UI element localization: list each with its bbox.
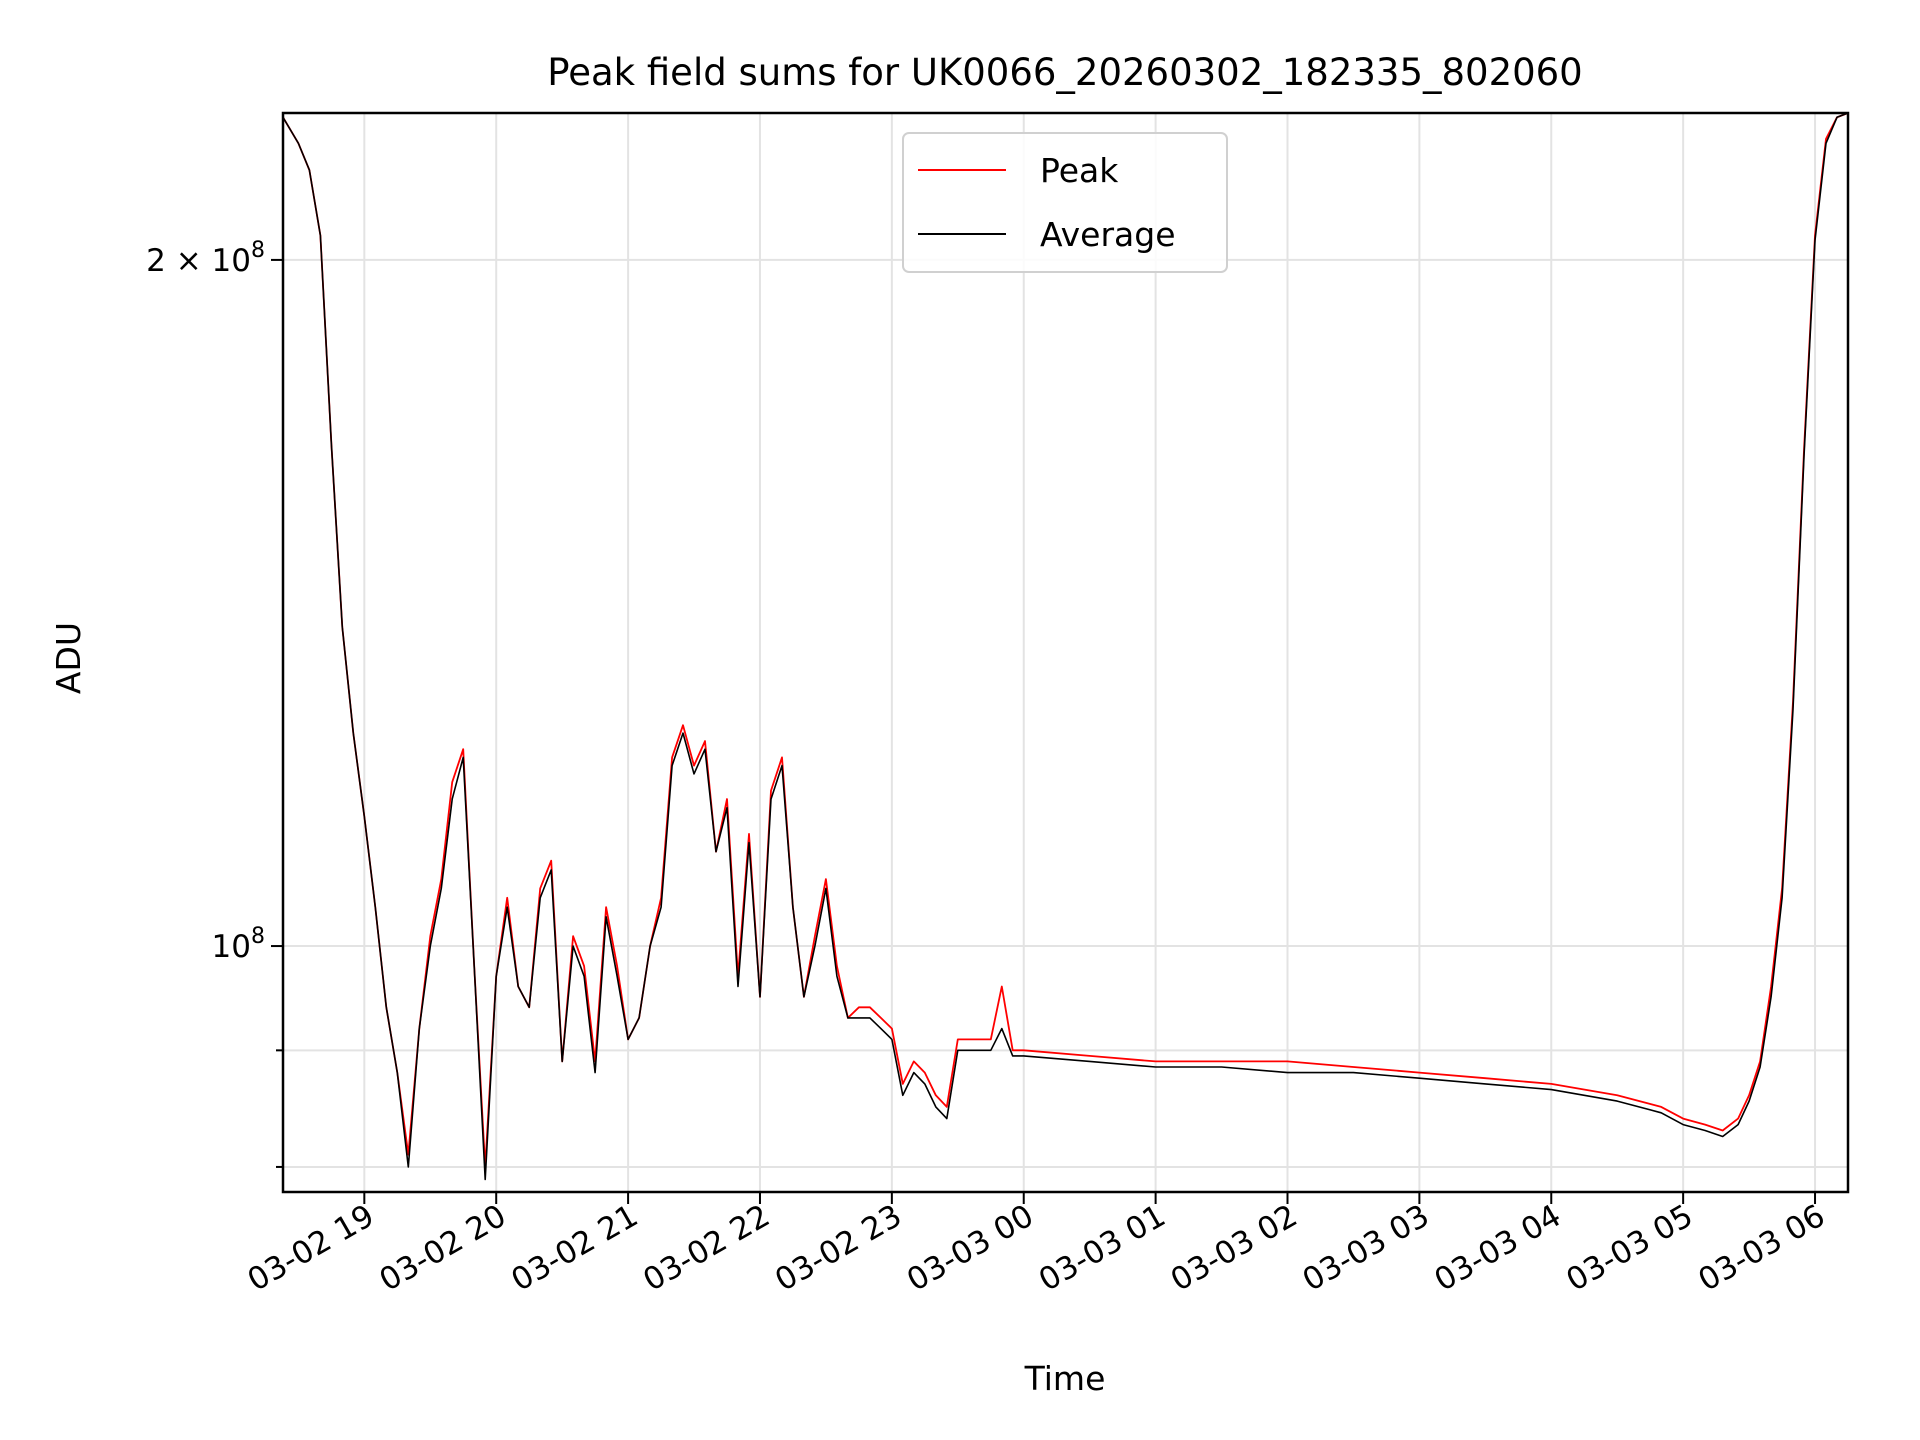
legend-label-average: Average xyxy=(1040,215,1176,254)
legend-label-peak: Peak xyxy=(1040,151,1119,190)
chart-title: Peak field sums for UK0066_20260302_1823… xyxy=(547,51,1582,94)
grid xyxy=(283,113,1848,1192)
plot-area xyxy=(282,112,1849,1181)
plot-frame xyxy=(281,111,1850,1194)
y-tick-label: 108 xyxy=(212,924,265,965)
legend: Peak Average xyxy=(902,132,1228,273)
legend-box xyxy=(902,132,1228,273)
y-tick-label: 2 × 108 xyxy=(146,238,265,279)
series-line-average xyxy=(282,112,1849,1181)
x-axis-label: Time xyxy=(1024,1359,1106,1398)
y-axis-label: ADU xyxy=(49,622,88,694)
